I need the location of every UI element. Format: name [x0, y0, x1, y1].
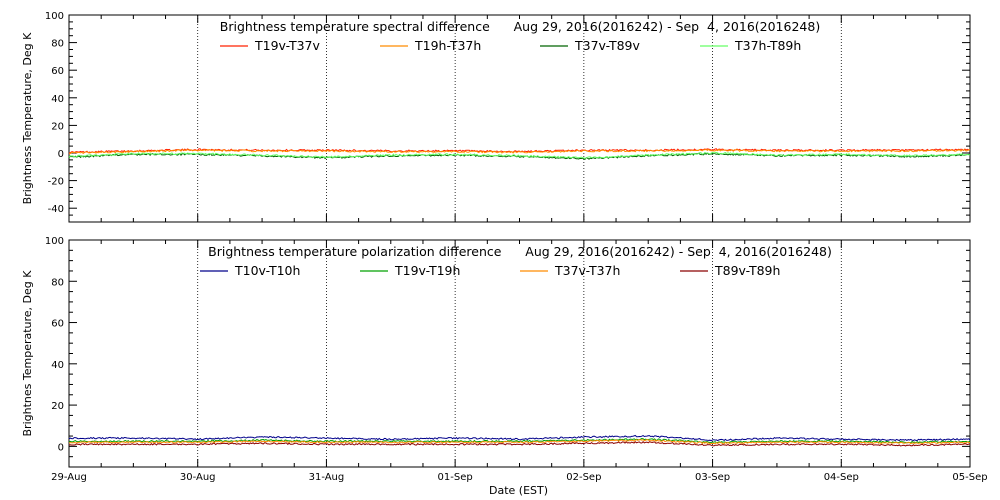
y-tick-label: 40	[51, 94, 64, 105]
series-line-t19v-t19h	[68, 437, 971, 444]
series-line-t37v-t37h	[68, 439, 971, 445]
y-tick-label: -40	[48, 204, 64, 215]
y-tick-label: 20	[51, 401, 64, 412]
plot-frame	[68, 239, 971, 468]
chart-panel-2: 0 20 40 60 80 100 29-Aug 30-Aug 31-Aug 01-Sep 02-S…	[21, 236, 988, 497]
x-tick-label: 31-Aug	[309, 472, 345, 483]
x-tick-label: 02-Sep	[566, 472, 601, 483]
x-tick-label: 30-Aug	[180, 472, 216, 483]
series-line-t89v-t89h	[68, 441, 971, 447]
y-tick-label: 100	[45, 11, 64, 22]
chart-title: Brightness temperature spectral differen…	[220, 19, 820, 34]
x-tick-label: 04-Sep	[824, 472, 859, 483]
legend-label: T19h-T37h	[414, 38, 481, 53]
legend-label: T19v-T19h	[394, 263, 460, 278]
series-line-t19h-t37h	[68, 148, 971, 155]
y-tick-label: 100	[45, 236, 64, 247]
y-tick-label: 60	[51, 66, 64, 77]
plot-frame	[68, 14, 971, 223]
y-tick-label: 80	[51, 39, 64, 50]
x-axis-title: Date (EST)	[489, 484, 548, 497]
x-tick-label: 05-Sep	[952, 472, 987, 483]
legend-label: T89v-T89h	[714, 263, 780, 278]
y-tick-label: 20	[51, 121, 64, 132]
legend-label: T10v-T10h	[234, 263, 300, 278]
y-tick-label: 40	[51, 360, 64, 371]
series-line-t37h-t89h	[68, 151, 971, 159]
x-tick-label: 29-Aug	[51, 472, 87, 483]
legend-label: T37v-T89v	[574, 38, 641, 53]
x-tick-label: 01-Sep	[438, 472, 473, 483]
chart-panel-1: -40 -20 0 20 40 60 80 100 Brightness Temperature…	[21, 11, 971, 223]
y-axis-title: Brightnes Temperature, Deg K	[21, 270, 34, 437]
y-axis-title: Brightness Temperature, Deg K	[21, 32, 34, 204]
legend-label: T19v-T37v	[254, 38, 321, 53]
series-line-t10v-t10h	[68, 434, 971, 442]
legend-label: T37v-T37h	[554, 263, 620, 278]
chart-title: Brightness temperature polarization diff…	[208, 244, 832, 259]
y-tick-label: 60	[51, 319, 64, 330]
y-tick-label: 0	[58, 149, 64, 160]
y-tick-label: -20	[48, 177, 64, 188]
legend-label: T37h-T89h	[734, 38, 801, 53]
y-tick-label: 0	[58, 442, 64, 453]
series-line-t37v-t89v	[68, 152, 971, 160]
x-tick-label: 03-Sep	[695, 472, 730, 483]
y-tick-label: 80	[51, 277, 64, 288]
